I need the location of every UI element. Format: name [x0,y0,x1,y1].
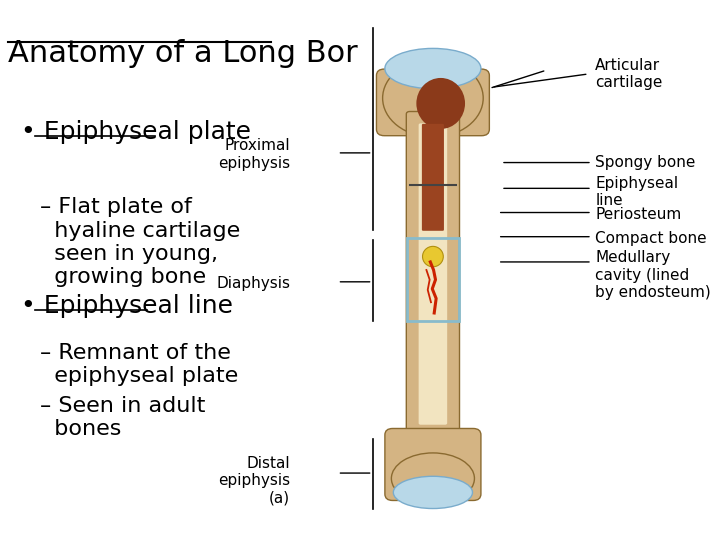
Ellipse shape [416,78,465,129]
Ellipse shape [423,246,444,267]
FancyBboxPatch shape [406,112,459,447]
Text: – Remnant of the
  epiphyseal plate: – Remnant of the epiphyseal plate [40,342,238,386]
Text: Periosteum: Periosteum [595,207,681,222]
Text: Medullary
cavity (lined
by endosteum): Medullary cavity (lined by endosteum) [595,251,711,300]
Ellipse shape [393,476,472,509]
Text: Epiphyseal
line: Epiphyseal line [595,176,678,208]
FancyBboxPatch shape [385,428,481,501]
Ellipse shape [392,453,474,504]
Text: • Epiphyseal line: • Epiphyseal line [21,294,233,318]
Ellipse shape [385,49,481,89]
Text: Articular
cartilage: Articular cartilage [595,58,662,90]
FancyBboxPatch shape [418,123,447,425]
Text: – Flat plate of
  hyaline cartilage
  seen in young,
  growing bone: – Flat plate of hyaline cartilage seen i… [40,198,240,287]
Text: Anatomy of a Long Bor: Anatomy of a Long Bor [8,39,358,68]
Text: – Seen in adult
  bones: – Seen in adult bones [40,396,206,440]
Text: Distal
epiphysis
(a): Distal epiphysis (a) [218,456,290,505]
Text: Spongy bone: Spongy bone [595,155,696,170]
Text: Diaphysis: Diaphysis [216,276,290,291]
FancyBboxPatch shape [422,124,444,231]
Text: Proximal
epiphysis: Proximal epiphysis [218,138,290,171]
Ellipse shape [382,59,483,137]
Text: Compact bone: Compact bone [595,231,707,246]
Text: • Epiphyseal plate: • Epiphyseal plate [21,119,251,144]
FancyBboxPatch shape [377,69,490,136]
